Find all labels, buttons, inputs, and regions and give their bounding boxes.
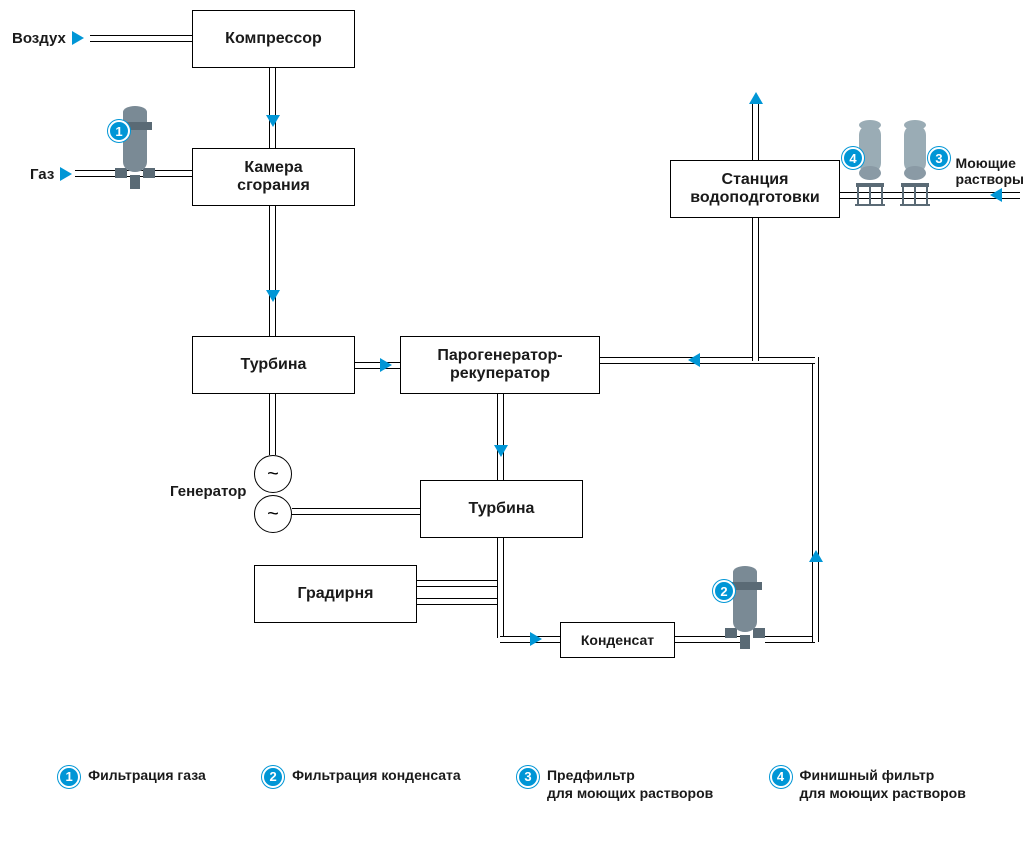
legend: 1 Фильтрация газа 2 Фильтрация конденсат… <box>0 766 1024 802</box>
pipe-up-right <box>812 357 819 642</box>
arrow-combust-turbine-icon <box>266 290 280 302</box>
filter-1-icon <box>110 100 160 195</box>
arrow-turbine-steamgen-icon <box>380 358 392 372</box>
badge-3: 3 <box>928 147 950 169</box>
condensate-label: Конденсат <box>581 632 654 648</box>
arrow-steamgen-turbine2-icon <box>494 445 508 457</box>
pipe-steamgen-turbine2 <box>497 394 504 480</box>
gas-arrow-icon <box>60 167 72 181</box>
legend-badge-1: 1 <box>58 766 80 788</box>
arrow-steamgen-feed-icon <box>688 353 700 367</box>
pipe-filter2-right <box>765 636 815 643</box>
steamgen-label: Парогенератор- рекуператор <box>437 347 562 383</box>
coolingtower-box: Градирня <box>254 565 417 623</box>
gas-label: Газ <box>30 166 54 183</box>
turbine1-label: Турбина <box>241 356 307 374</box>
cleaning-arrow-icon <box>990 188 1002 202</box>
condensate-box: Конденсат <box>560 622 675 658</box>
legend-badge-3: 3 <box>517 766 539 788</box>
legend-item-1: 1 Фильтрация газа <box>58 766 206 802</box>
legend-item-4: 4 Финишный фильтр для моющих растворов <box>770 766 966 802</box>
badge-1: 1 <box>108 120 130 142</box>
combustion-label: Камера сгорания <box>237 159 310 195</box>
generator-circle-top: ~ <box>254 455 292 493</box>
legend-text-2: Фильтрация конденсата <box>292 766 461 784</box>
pipe-combust-turbine <box>269 206 276 336</box>
generator-label: Генератор <box>170 483 246 500</box>
legend-text-1: Фильтрация газа <box>88 766 206 784</box>
compressor-label: Компрессор <box>225 30 322 48</box>
coolingtower-label: Градирня <box>298 585 374 603</box>
legend-item-3: 3 Предфильтр для моющих растворов <box>517 766 713 802</box>
pipe-turbine2-down <box>497 538 504 638</box>
process-diagram: Воздух Компрессор Газ 1 Камера сгорания … <box>0 0 1024 842</box>
arrow-waterstation-up-icon <box>749 92 763 104</box>
pipe-turbine-steamgen <box>355 362 402 369</box>
arrow-up-right-icon <box>809 550 823 562</box>
compressor-box: Компрессор <box>192 10 355 68</box>
air-label: Воздух <box>12 30 66 47</box>
combustion-box: Камера сгорания <box>192 148 355 206</box>
pipe-gen-turbine2 <box>292 508 420 515</box>
arrow-to-condensate-icon <box>530 632 542 646</box>
pipe-cooling-h1 <box>417 580 497 587</box>
legend-text-3: Предфильтр для моющих растворов <box>547 766 713 802</box>
legend-item-2: 2 Фильтрация конденсата <box>262 766 461 802</box>
turbine2-box: Турбина <box>420 480 583 538</box>
cleaning-label: Моющие растворы <box>956 155 1024 187</box>
pipe-turbine1-gen <box>269 394 276 455</box>
air-arrow-icon <box>72 31 84 45</box>
pipe-waterstation-down <box>752 218 759 361</box>
turbine2-label: Турбина <box>469 500 535 518</box>
legend-badge-2: 2 <box>262 766 284 788</box>
turbine1-box: Турбина <box>192 336 355 394</box>
steamgen-box: Парогенератор- рекуператор <box>400 336 600 394</box>
pipe-waterstation-up <box>752 100 759 160</box>
legend-text-4: Финишный фильтр для моющих растворов <box>800 766 966 802</box>
pipe-cooling-h2 <box>417 598 497 605</box>
legend-badge-4: 4 <box>770 766 792 788</box>
filter-2-icon <box>720 560 770 655</box>
generator-circle-bottom: ~ <box>254 495 292 533</box>
badge-4: 4 <box>842 147 864 169</box>
waterstation-box: Станция водоподготовки <box>670 160 840 218</box>
waterstation-label: Станция водоподготовки <box>690 171 819 207</box>
badge-2: 2 <box>713 580 735 602</box>
pipe-steamgen-right <box>600 357 815 364</box>
arrow-comp-combust-icon <box>266 115 280 127</box>
air-pipe <box>90 35 194 42</box>
pipe-comp-combust <box>269 68 276 148</box>
